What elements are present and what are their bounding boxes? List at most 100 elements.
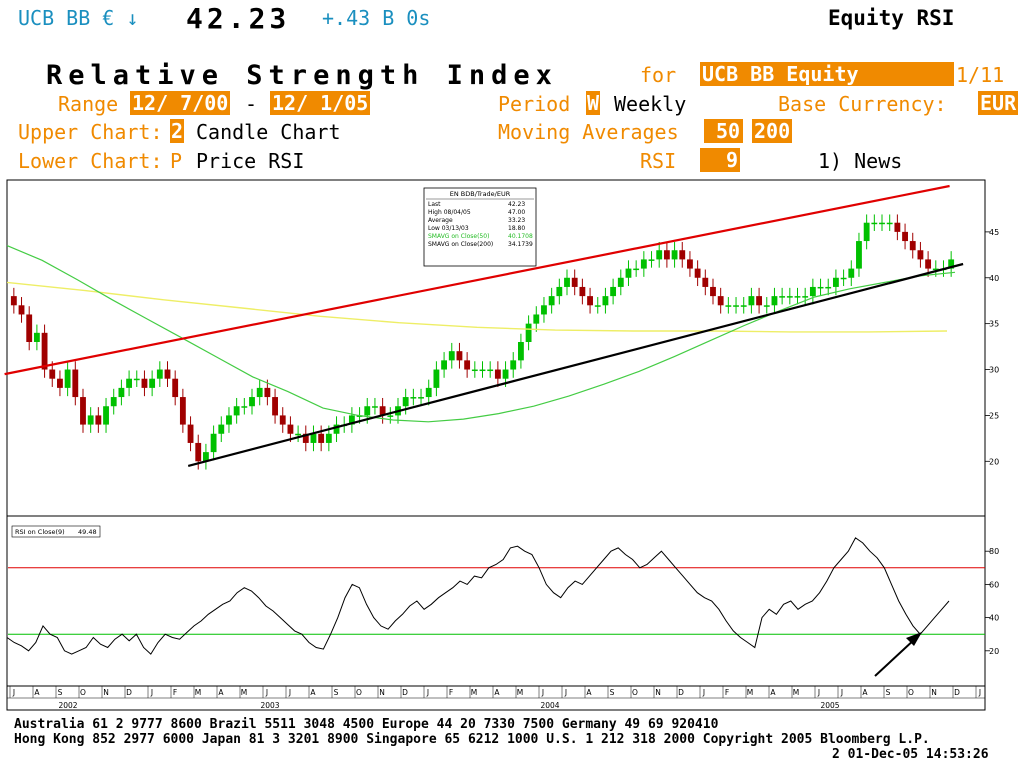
rsi-tick-label: 20 [989, 647, 999, 656]
year-label: 2004 [540, 701, 559, 710]
upper-trendline [4, 184, 950, 376]
candle [80, 388, 86, 433]
month-label: M [195, 688, 201, 697]
month-label: A [34, 688, 40, 697]
candle [464, 352, 471, 378]
legend-average-label: Average [428, 217, 453, 224]
candle [656, 241, 663, 268]
legend-title: EN BDB/Trade/EUR [450, 190, 511, 198]
rsi-legend-value: 49.48 [78, 528, 97, 536]
candle [663, 241, 670, 268]
candle [264, 379, 271, 406]
candle [725, 297, 732, 314]
page-title: Relative Strength Index [46, 60, 558, 91]
candle [18, 297, 25, 323]
lower-chart-label: Lower Chart: [18, 149, 163, 173]
candle [694, 260, 701, 287]
period-code-field[interactable]: W [586, 91, 601, 115]
rsi-tick-label: 40 [989, 614, 999, 623]
ma2-field[interactable]: 200 [752, 119, 793, 143]
candle [756, 287, 763, 314]
price-tick-label: 20 [989, 457, 999, 466]
candle [633, 260, 640, 277]
month-label: A [586, 688, 592, 697]
rsi-label: RSI [640, 149, 677, 173]
candle [241, 397, 248, 415]
candle [832, 269, 839, 296]
candle [702, 269, 709, 296]
month-label: N [931, 688, 937, 697]
candle [625, 260, 632, 287]
rsi-legend: RSI on Close(9) 49.48 [11, 525, 101, 538]
range-end-field[interactable]: 12/ 1/05 [270, 91, 371, 115]
candle [387, 407, 394, 424]
candle [172, 370, 179, 406]
ma1-field[interactable]: 50 [704, 119, 744, 143]
base-currency-field[interactable]: EUR [978, 91, 1019, 115]
month-label: D [678, 688, 684, 697]
candle [418, 388, 424, 406]
range-start-field[interactable]: 12/ 7/00 [130, 91, 231, 115]
legend-ma200-value: 34.1739 [508, 241, 533, 248]
candle [794, 287, 801, 305]
candle [471, 361, 478, 378]
upper-chart-value: Candle Chart [196, 120, 341, 144]
function-title: Equity RSI [828, 6, 955, 30]
candle [149, 370, 156, 397]
price-tick-label: 30 [989, 366, 999, 375]
candle [779, 287, 786, 305]
month-label: J [426, 688, 429, 697]
candle [809, 278, 816, 305]
rsi-line [6, 537, 950, 655]
candle [110, 388, 117, 415]
candle [479, 361, 486, 378]
ma50-line [6, 245, 956, 423]
month-label: M [471, 688, 477, 697]
candle [249, 388, 255, 415]
candle [748, 287, 755, 314]
candle [310, 425, 317, 452]
month-label: J [840, 688, 843, 697]
candle [187, 416, 194, 452]
candle [610, 278, 617, 305]
candle [233, 397, 240, 424]
price-tick-label: 40 [989, 274, 999, 283]
candle [126, 370, 133, 397]
month-label: D [126, 688, 132, 697]
candle [494, 361, 501, 387]
legend-high-label: High 08/04/05 [428, 209, 471, 216]
candle [226, 407, 232, 433]
month-label: A [310, 688, 316, 697]
month-label: O [356, 688, 362, 697]
upper-chart-code-field[interactable]: 2 [170, 119, 185, 143]
candle [679, 241, 686, 268]
rsi-tick-label: 60 [989, 580, 999, 589]
candle [825, 278, 832, 296]
rsi-period-field[interactable]: 9 [700, 148, 740, 172]
month-label: S [334, 688, 339, 697]
candle [33, 324, 40, 351]
month-label: J [564, 688, 567, 697]
candle [118, 379, 125, 406]
month-label: J [150, 688, 153, 697]
candle [279, 407, 286, 433]
month-label: F [173, 688, 177, 697]
news-link[interactable]: 1) News [818, 149, 903, 173]
candle [856, 232, 862, 277]
legend-low-value: 18.80 [508, 225, 525, 232]
security-field[interactable]: UCB BB Equity [700, 62, 954, 86]
candle [763, 297, 770, 314]
candle [379, 397, 386, 424]
page-indicator: 1/11 [956, 63, 1005, 87]
price-tick-label: 35 [989, 320, 999, 329]
legend-ma50-value: 40.1708 [508, 233, 533, 240]
month-label: S [886, 688, 891, 697]
footer-timestamp: 2 01-Dec-05 14:53:26 [832, 747, 989, 762]
month-label: A [494, 688, 500, 697]
month-label: M [241, 688, 247, 697]
lower-chart-code-field[interactable]: P [170, 149, 183, 173]
month-label: O [80, 688, 86, 697]
candle [156, 361, 163, 387]
month-label: F [449, 688, 453, 697]
